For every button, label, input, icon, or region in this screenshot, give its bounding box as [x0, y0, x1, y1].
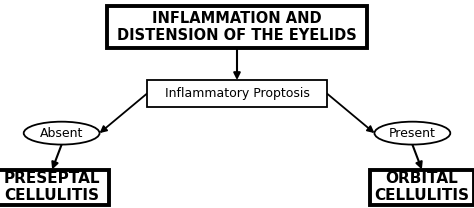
Text: Absent: Absent [40, 127, 83, 140]
Text: Present: Present [389, 127, 436, 140]
Text: Inflammatory Proptosis: Inflammatory Proptosis [164, 87, 310, 100]
FancyBboxPatch shape [107, 6, 367, 48]
Text: PRESEPTAL
CELLULITIS: PRESEPTAL CELLULITIS [4, 171, 100, 203]
Text: INFLAMMATION AND
DISTENSION OF THE EYELIDS: INFLAMMATION AND DISTENSION OF THE EYELI… [117, 11, 357, 43]
Ellipse shape [24, 122, 100, 145]
FancyBboxPatch shape [0, 170, 109, 205]
Text: ORBITAL
CELLULITIS: ORBITAL CELLULITIS [374, 171, 469, 203]
Ellipse shape [374, 122, 450, 145]
FancyBboxPatch shape [370, 170, 474, 205]
FancyBboxPatch shape [147, 80, 327, 107]
